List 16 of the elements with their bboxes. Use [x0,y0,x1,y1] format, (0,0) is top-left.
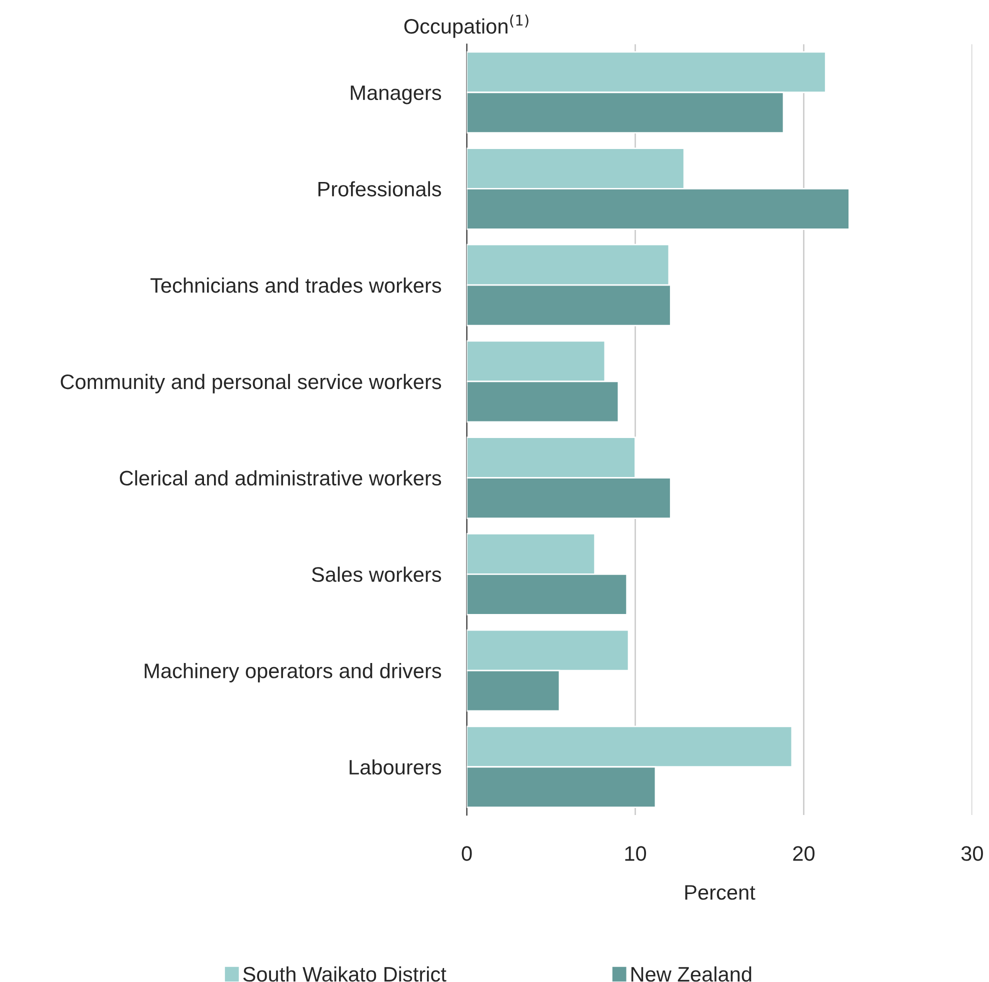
y-tick-label: Managers [350,86,442,104]
legend-label: New Zealand [631,966,752,982]
y-tick-label: Clerical and administrative workers [120,470,442,486]
y-tick-label: Labourers [350,759,442,775]
x-tick-label: 0 [462,846,472,861]
x-axis-title: Percent [685,885,756,900]
y-tick-label: Professionals [318,181,442,196]
x-tick-label: 10 [625,846,646,861]
x-tick-label: 30 [961,846,983,861]
legend-label: South Waikato District [243,966,446,982]
y-tick-label: Technicians and trades workers [150,278,442,293]
y-tick-label: Sales workers [312,566,442,582]
y-tick-label: Machinery operators and drivers [144,662,442,682]
y-axis-title: Occupation$^{(1)}$ [404,14,528,38]
x-tick-label: 20 [793,846,814,861]
y-tick-label: Community and personal service workers [60,374,442,394]
